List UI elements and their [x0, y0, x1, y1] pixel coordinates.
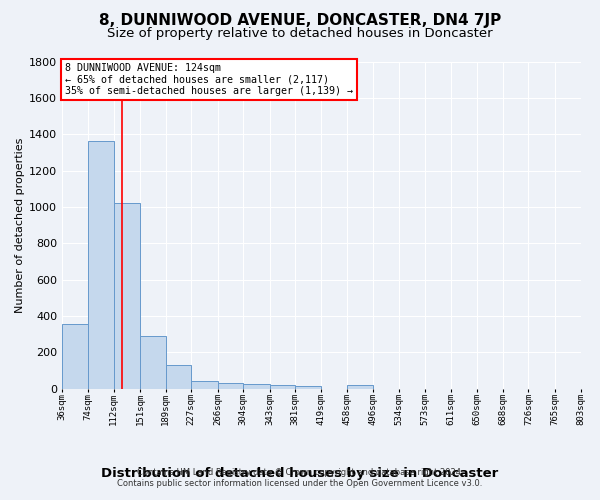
Text: 8, DUNNIWOOD AVENUE, DONCASTER, DN4 7JP: 8, DUNNIWOOD AVENUE, DONCASTER, DN4 7JP — [99, 12, 501, 28]
Bar — [166, 365, 191, 388]
Text: Size of property relative to detached houses in Doncaster: Size of property relative to detached ho… — [107, 28, 493, 40]
Bar — [62, 324, 88, 388]
Bar — [113, 203, 140, 388]
Bar — [191, 382, 218, 388]
Bar — [347, 385, 373, 388]
Text: Distribution of detached houses by size in Doncaster: Distribution of detached houses by size … — [101, 468, 499, 480]
Text: Contains HM Land Registry data © Crown copyright and database right 2024.
Contai: Contains HM Land Registry data © Crown c… — [118, 468, 482, 487]
Bar — [269, 385, 295, 388]
Text: 8 DUNNIWOOD AVENUE: 124sqm
← 65% of detached houses are smaller (2,117)
35% of s: 8 DUNNIWOOD AVENUE: 124sqm ← 65% of deta… — [65, 63, 353, 96]
Bar — [243, 384, 269, 388]
Bar — [218, 383, 243, 388]
Bar — [88, 140, 113, 388]
Y-axis label: Number of detached properties: Number of detached properties — [15, 138, 25, 312]
Bar — [295, 386, 321, 388]
Bar — [140, 336, 166, 388]
